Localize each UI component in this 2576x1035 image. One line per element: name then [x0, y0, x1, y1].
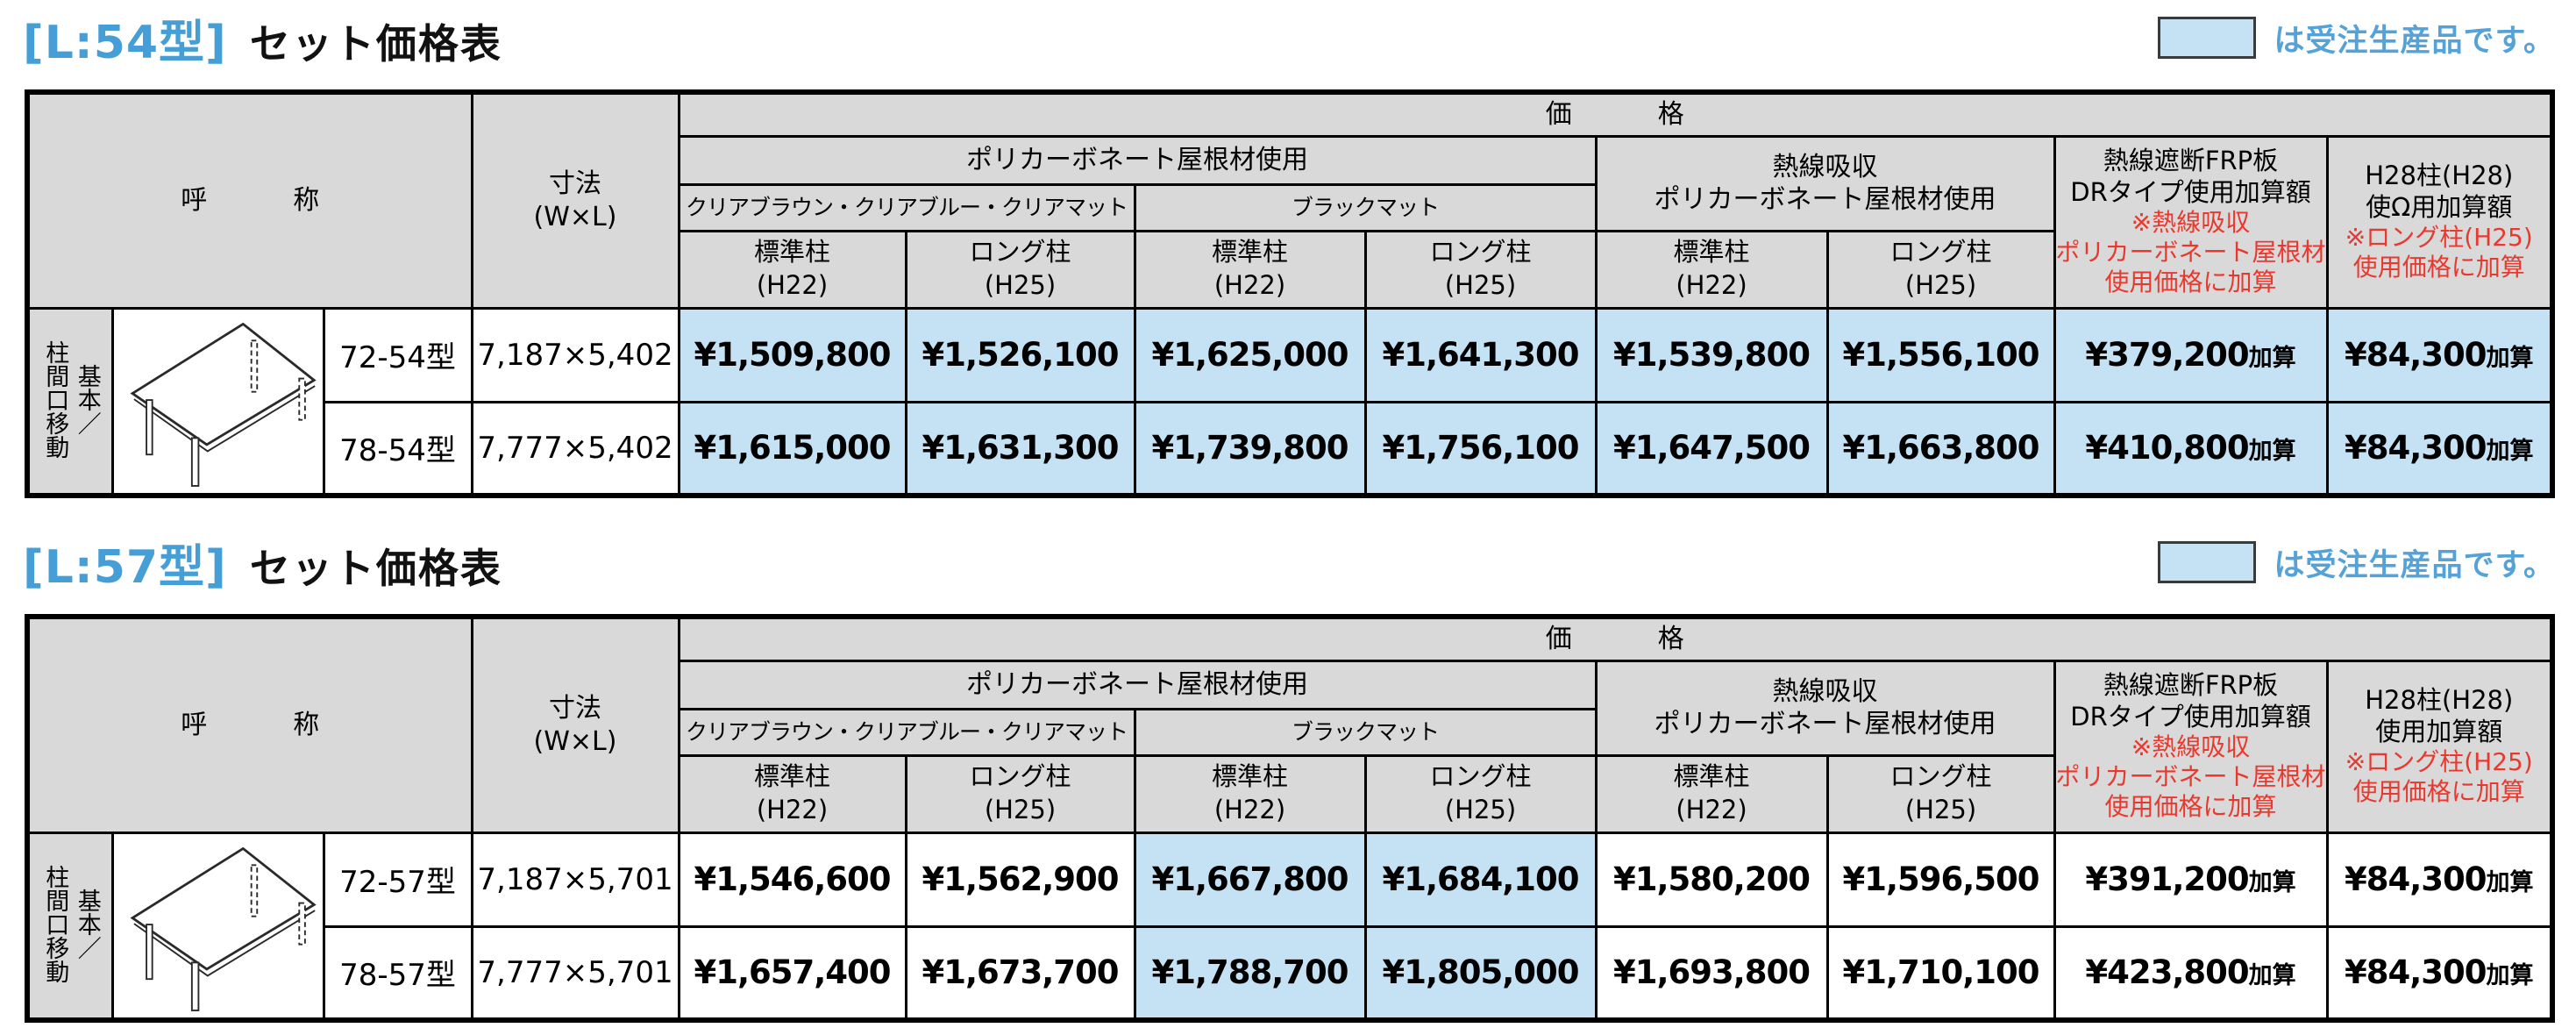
poly-roof-header: ポリカーボネート屋根材使用 — [677, 134, 1598, 186]
price-cell: ¥1,684,100 — [1363, 831, 1598, 928]
long-pillar-header: ロング柱 (H25) — [904, 753, 1136, 834]
model-cell: 72-54型 — [322, 306, 473, 403]
std-pillar-header: 標準柱 (H22) — [1133, 753, 1367, 834]
frp-addon-header: 熱線遮断FRP板 DRタイプ使用加算額 ※熱線吸収 ポリカーボネート屋根材 使用… — [2053, 659, 2329, 834]
addon-price-cell: ¥410,800加算 — [2053, 400, 2329, 497]
model-cell: 72-57型 — [322, 831, 473, 928]
black-mat-header: ブラックマット — [1133, 182, 1598, 232]
std-pillar-header: 標準柱 (H22) — [1594, 229, 1829, 310]
made-to-order-label: は受注生産品です。 — [2274, 23, 2555, 59]
model-cell: 78-57型 — [322, 924, 473, 1022]
price-cell: ¥1,615,000 — [677, 400, 907, 497]
row-group-label: 基本／ 柱間口移動 — [25, 306, 114, 497]
price-cell: ¥1,647,500 — [1594, 400, 1829, 497]
carport-diagram — [110, 306, 325, 497]
made-to-order-legend: は受注生産品です。 — [2158, 540, 2564, 585]
clear-colors-header: クリアブラウン・クリアブルー・クリアマット — [677, 182, 1136, 232]
price-cell: ¥1,596,500 — [1825, 831, 2056, 928]
price-cell: ¥1,526,100 — [904, 306, 1136, 403]
carport-diagram — [110, 831, 325, 1022]
section-heading-l57: セット価格表 — [249, 544, 502, 592]
long-pillar-header: ロング柱 (H25) — [904, 229, 1136, 310]
price-cell: ¥1,710,100 — [1825, 924, 2056, 1022]
frp-addon-header: 熱線遮断FRP板 DRタイプ使用加算額 ※熱線吸収 ポリカーボネート屋根材 使用… — [2053, 134, 2329, 310]
price-cell: ¥1,756,100 — [1363, 400, 1598, 497]
price-cell: ¥1,788,700 — [1133, 924, 1367, 1022]
heat-roof-header: 熱線吸収 ポリカーボネート屋根材使用 — [1594, 134, 2056, 232]
price-table-l57: 呼 称 寸法 (W×L) 価 格 ポリカーボネート屋根材使用 熱線吸収 ポリカーボネ… — [25, 614, 2556, 1023]
addon-price-cell: ¥84,300加算 — [2325, 924, 2554, 1022]
addon-price-cell: ¥84,300加算 — [2325, 306, 2554, 403]
price-cell: ¥1,693,800 — [1594, 924, 1829, 1022]
addon-price-cell: ¥391,200加算 — [2053, 831, 2329, 928]
long-pillar-header: ロング柱 (H25) — [1363, 753, 1598, 834]
price-table-l54: 呼 称 寸法 (W×L) 価 格 ポリカーボネート屋根材使用 熱線吸収 ポリカーボネ… — [25, 89, 2556, 498]
std-pillar-header: 標準柱 (H22) — [677, 229, 907, 310]
price-cell: ¥1,556,100 — [1825, 306, 2056, 403]
size-cell: 7,187×5,701 — [470, 831, 680, 928]
size-cell: 7,777×5,701 — [470, 924, 680, 1022]
size-header: 寸法 (W×L) — [470, 615, 680, 834]
section-title-l57: [L:57型] セット価格表 は受注生産品です。 — [0, 525, 2576, 594]
price-cell: ¥1,631,300 — [904, 400, 1136, 497]
price-cell: ¥1,673,700 — [904, 924, 1136, 1022]
made-to-order-label: は受注生産品です。 — [2274, 547, 2555, 583]
model-cell: 78-54型 — [322, 400, 473, 497]
model-tag-l57: [L:57型] — [23, 540, 227, 594]
made-to-order-legend: は受注生産品です。 — [2158, 16, 2564, 61]
black-mat-header: ブラックマット — [1133, 707, 1598, 757]
h28-addon-header: H28柱(H28) 使用加算額 ※ロング柱(H25) 使用価格に加算 — [2325, 659, 2554, 834]
price-cell: ¥1,546,600 — [677, 831, 907, 928]
price-cell: ¥1,580,200 — [1594, 831, 1829, 928]
long-pillar-header: ロング柱 (H25) — [1825, 229, 2056, 310]
clear-colors-header: クリアブラウン・クリアブルー・クリアマット — [677, 707, 1136, 757]
price-cell: ¥1,805,000 — [1363, 924, 1598, 1022]
row-group-label: 基本／ 柱間口移動 — [25, 831, 114, 1022]
price-header: 価 格 — [677, 90, 2554, 138]
addon-price-cell: ¥379,200加算 — [2053, 306, 2329, 403]
h28-addon-header: H28柱(H28) 使Ω用加算額 ※ロング柱(H25) 使用価格に加算 — [2325, 134, 2554, 310]
size-cell: 7,777×5,402 — [470, 400, 680, 497]
price-cell: ¥1,539,800 — [1594, 306, 1829, 403]
section-heading-l54: セット価格表 — [249, 19, 502, 68]
price-cell: ¥1,641,300 — [1363, 306, 1598, 403]
long-pillar-header: ロング柱 (H25) — [1363, 229, 1598, 310]
price-cell: ¥1,509,800 — [677, 306, 907, 403]
poly-roof-header: ポリカーボネート屋根材使用 — [677, 659, 1598, 710]
long-pillar-header: ロング柱 (H25) — [1825, 753, 2056, 834]
size-cell: 7,187×5,402 — [470, 306, 680, 403]
name-header: 呼 称 — [25, 90, 473, 310]
made-to-order-swatch — [2158, 541, 2257, 583]
heat-roof-header: 熱線吸収 ポリカーボネート屋根材使用 — [1594, 659, 2056, 757]
price-cell: ¥1,625,000 — [1133, 306, 1367, 403]
price-cell: ¥1,667,800 — [1133, 831, 1367, 928]
size-header: 寸法 (W×L) — [470, 90, 680, 310]
price-cell: ¥1,657,400 — [677, 924, 907, 1022]
name-header: 呼 称 — [25, 615, 473, 834]
addon-price-cell: ¥84,300加算 — [2325, 831, 2554, 928]
addon-price-cell: ¥84,300加算 — [2325, 400, 2554, 497]
price-cell: ¥1,562,900 — [904, 831, 1136, 928]
price-cell: ¥1,739,800 — [1133, 400, 1367, 497]
price-cell: ¥1,663,800 — [1825, 400, 2056, 497]
addon-price-cell: ¥423,800加算 — [2053, 924, 2329, 1022]
section-title-l54: [L:54型] セット価格表 は受注生産品です。 — [0, 0, 2576, 69]
std-pillar-header: 標準柱 (H22) — [677, 753, 907, 834]
std-pillar-header: 標準柱 (H22) — [1594, 753, 1829, 834]
made-to-order-swatch — [2158, 17, 2257, 59]
std-pillar-header: 標準柱 (H22) — [1133, 229, 1367, 310]
model-tag-l54: [L:54型] — [23, 16, 227, 69]
price-header: 価 格 — [677, 615, 2554, 662]
